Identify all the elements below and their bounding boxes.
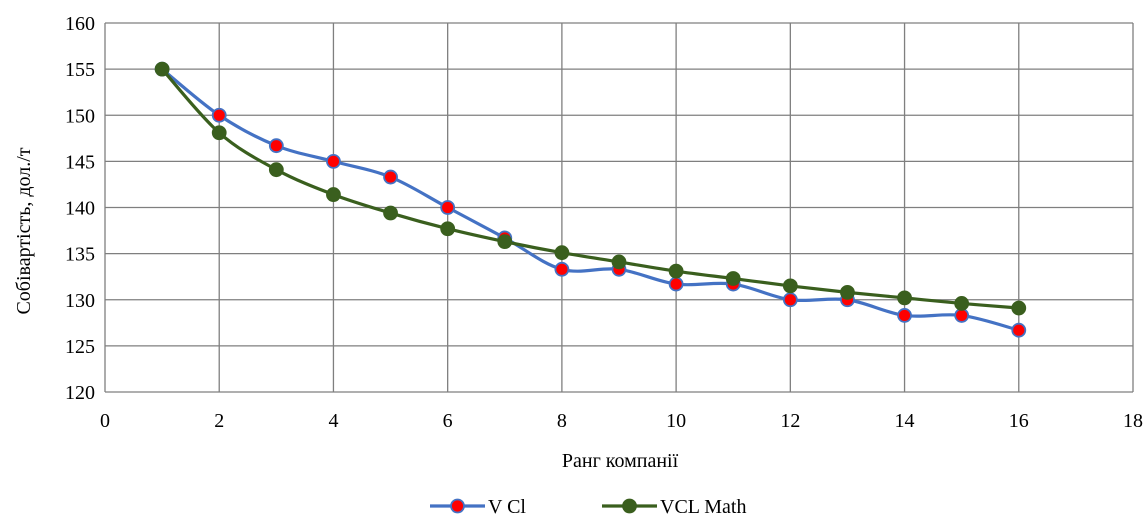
x-axis-title: Ранг компанії bbox=[562, 450, 679, 472]
x-tick-label: 16 bbox=[1009, 410, 1029, 432]
x-tick-label: 12 bbox=[780, 410, 800, 432]
data-point bbox=[440, 221, 456, 237]
y-tick-label: 135 bbox=[65, 244, 95, 266]
x-tick-label: 6 bbox=[443, 410, 453, 432]
legend-label: VCL Math bbox=[660, 496, 746, 518]
x-tick-label: 18 bbox=[1123, 410, 1143, 432]
data-point bbox=[897, 290, 912, 306]
y-tick-labels: 120 125 130 135 140 145 150 155 160 bbox=[65, 13, 95, 404]
y-tick-label: 160 bbox=[65, 13, 95, 35]
data-point bbox=[554, 261, 570, 277]
x-tick-labels: 0 2 4 6 8 10 12 14 16 18 bbox=[100, 410, 1143, 432]
data-point bbox=[725, 271, 741, 286]
series-line bbox=[160, 68, 1019, 310]
data-point bbox=[954, 308, 970, 323]
x-tick-label: 8 bbox=[557, 410, 567, 432]
x-tick-label: 0 bbox=[100, 410, 110, 432]
series-2 bbox=[154, 61, 1027, 316]
y-tick-label: 145 bbox=[65, 151, 95, 173]
data-point bbox=[326, 187, 341, 202]
y-tick-label: 130 bbox=[65, 290, 95, 312]
data-point bbox=[268, 162, 284, 178]
data-point bbox=[840, 284, 855, 300]
series-line bbox=[161, 67, 1020, 332]
data-point bbox=[268, 138, 284, 154]
data-point bbox=[440, 200, 456, 215]
y-tick-label: 120 bbox=[65, 382, 95, 404]
data-point bbox=[211, 125, 227, 141]
data-point bbox=[782, 278, 798, 294]
data-point bbox=[1011, 322, 1027, 338]
series-group bbox=[154, 61, 1027, 338]
data-point bbox=[383, 205, 398, 221]
legend: V Cl VCL Math bbox=[430, 496, 746, 518]
data-point bbox=[211, 107, 227, 123]
data-point bbox=[326, 153, 341, 169]
data-point bbox=[1011, 300, 1027, 316]
data-point bbox=[782, 292, 798, 308]
x-tick-label: 2 bbox=[214, 410, 224, 432]
x-tick-label: 4 bbox=[328, 410, 338, 432]
y-tick-label: 155 bbox=[65, 59, 95, 81]
y-tick-label: 125 bbox=[65, 336, 95, 358]
data-point bbox=[668, 263, 684, 279]
grid-lines bbox=[104, 22, 1134, 393]
x-tick-label: 10 bbox=[666, 410, 686, 432]
legend-marker bbox=[622, 498, 637, 514]
data-point bbox=[383, 169, 398, 185]
legend-marker bbox=[450, 498, 465, 514]
data-point bbox=[668, 276, 684, 292]
data-point bbox=[154, 61, 170, 77]
y-tick-label: 150 bbox=[65, 105, 95, 127]
data-point bbox=[554, 245, 570, 261]
data-point bbox=[611, 254, 627, 270]
y-tick-label: 140 bbox=[65, 198, 95, 220]
data-point bbox=[497, 234, 513, 250]
data-point bbox=[897, 308, 912, 323]
x-tick-label: 14 bbox=[895, 410, 915, 432]
data-point bbox=[954, 296, 970, 311]
y-axis-title: Собівартість, дол./т bbox=[13, 147, 35, 314]
legend-label: V Cl bbox=[488, 496, 526, 518]
